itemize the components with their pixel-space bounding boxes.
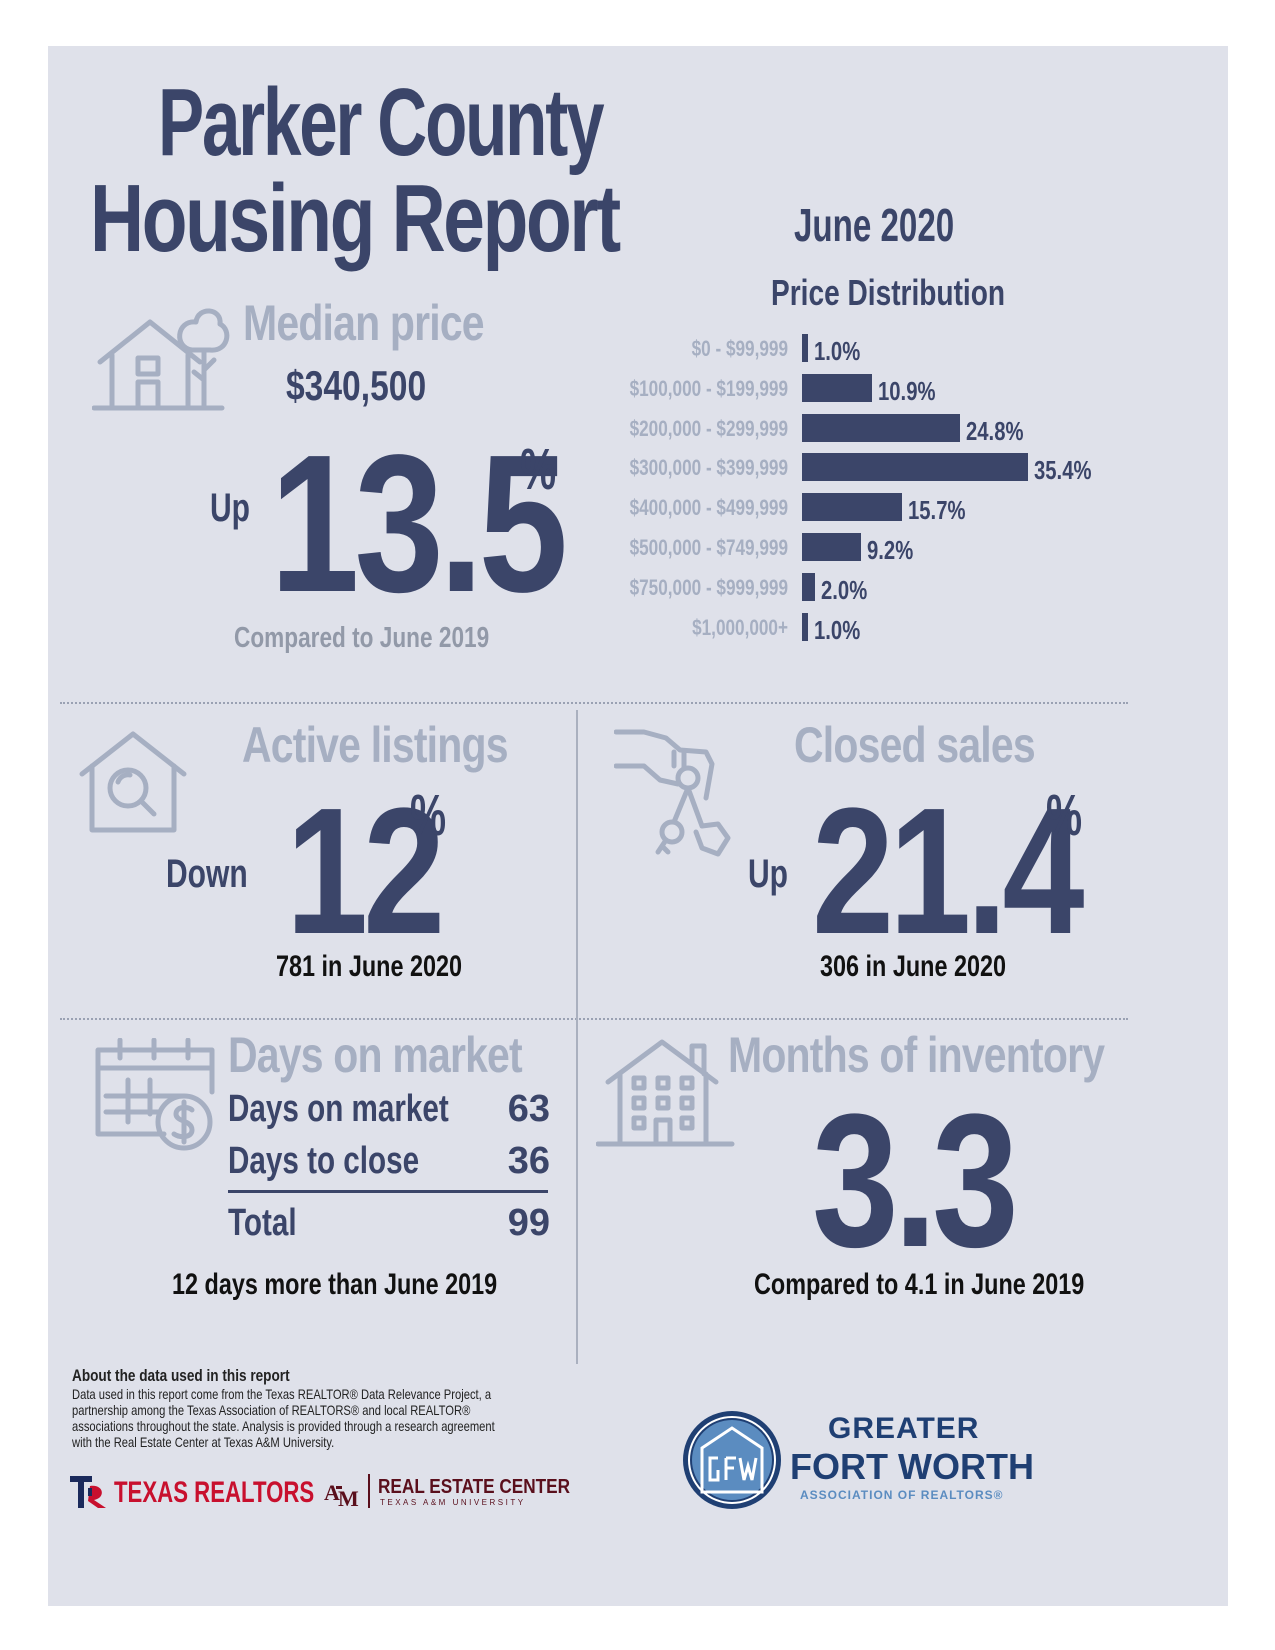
dom-row-label: Days to close bbox=[228, 1140, 420, 1182]
dom-total-value: 99 bbox=[507, 1202, 550, 1244]
about-line: associations throughout the state. Analy… bbox=[72, 1418, 495, 1434]
chart-value-label: 9.2% bbox=[866, 535, 913, 565]
gfw-emblem-icon bbox=[683, 1411, 781, 1509]
about-line: Data used in this report come from the T… bbox=[72, 1386, 492, 1402]
chart-category-label-wrap: $0 - $99,999 bbox=[562, 334, 802, 364]
chart-category-label: $1,000,000+ bbox=[692, 614, 788, 640]
closed-direction: Up bbox=[748, 852, 788, 896]
median-compare: Compared to June 2019 bbox=[234, 622, 490, 654]
chart-category-label: $200,000 - $299,999 bbox=[629, 415, 788, 441]
rec-divider bbox=[368, 1474, 370, 1508]
active-sub: 781 in June 2020 bbox=[276, 950, 463, 983]
months-inventory-value: 3.3 bbox=[812, 1075, 1019, 1287]
days-on-market-table: Days on market 63 Days to close 36 Total… bbox=[228, 1088, 550, 1298]
calendar-dollar-icon bbox=[95, 1038, 215, 1151]
dom-row-label: Days on market bbox=[228, 1088, 449, 1130]
chart-value-label: 10.9% bbox=[877, 375, 936, 406]
dom-total-label: Total bbox=[228, 1202, 297, 1244]
about-line: partnership among the Texas Association … bbox=[72, 1402, 471, 1418]
dom-row-days-on-market: Days on market 63 bbox=[228, 1088, 568, 1131]
title-line-1: Parker County bbox=[158, 69, 605, 176]
dom-row-value: 36 bbox=[507, 1140, 550, 1182]
chart-value-label: 1.0% bbox=[814, 614, 861, 645]
house-search-icon bbox=[79, 731, 187, 833]
median-pct-sign: % bbox=[520, 437, 557, 502]
chart-bar bbox=[802, 453, 1028, 482]
texas-realtors-logo: TEXAS REALTORS bbox=[70, 1474, 320, 1512]
chart-value-label: 35.4% bbox=[1034, 455, 1092, 486]
dom-row-value: 63 bbox=[507, 1088, 550, 1130]
median-change-value: 13.5 bbox=[270, 414, 568, 633]
chart-category-label: $750,000 - $999,999 bbox=[629, 574, 788, 600]
chart-value-label: 15.7% bbox=[908, 495, 966, 526]
chart-bar bbox=[802, 373, 872, 402]
hand-keys-icon bbox=[614, 729, 731, 857]
chart-category-label: $300,000 - $399,999 bbox=[629, 455, 788, 481]
report-card: Parker County Housing Report June 2020 M… bbox=[48, 46, 1228, 1606]
divider-horizontal-top bbox=[60, 702, 1128, 704]
title-line-2: Housing Report bbox=[90, 165, 621, 272]
days-on-market-heading: Days on market bbox=[228, 1027, 523, 1083]
dom-total-rule bbox=[228, 1190, 548, 1193]
chart-category-label: $400,000 - $499,999 bbox=[629, 495, 788, 521]
active-listings-heading: Active listings bbox=[242, 717, 508, 773]
house-tree-icon bbox=[92, 308, 230, 411]
closed-pct-sign: % bbox=[1046, 783, 1083, 848]
rec-main-text: REAL ESTATE CENTER bbox=[378, 1476, 571, 1498]
months-inventory-heading: Months of inventory bbox=[728, 1027, 1105, 1083]
median-direction: Up bbox=[210, 486, 250, 530]
closed-sub: 306 in June 2020 bbox=[820, 950, 1007, 983]
chart-category-label-wrap: $1,000,000+ bbox=[562, 613, 802, 643]
median-price-heading: Median price bbox=[243, 295, 485, 351]
chart-category-label-wrap: $400,000 - $499,999 bbox=[562, 493, 802, 523]
gfw-logo: GREATER FORT WORTH ASSOCIATION OF REALTO… bbox=[680, 1408, 1060, 1518]
rec-sub-text: TEXAS A&M UNIVERSITY bbox=[380, 1498, 526, 1507]
about-block: About the data used in this report Data … bbox=[72, 1366, 568, 1450]
chart-category-label-wrap: $500,000 - $749,999 bbox=[562, 533, 802, 563]
apartment-building-icon bbox=[596, 1039, 735, 1147]
chart-value-label: 2.0% bbox=[820, 574, 867, 605]
divider-vertical bbox=[576, 710, 578, 1364]
about-title: About the data used in this report bbox=[72, 1366, 290, 1385]
svg-text:M: M bbox=[338, 1486, 359, 1510]
real-estate-center-logo: A M REAL ESTATE CENTER TEXAS A&M UNIVERS… bbox=[322, 1472, 582, 1514]
chart-value-label: 1.0% bbox=[814, 336, 861, 366]
chart-category-label: $500,000 - $749,999 bbox=[629, 535, 788, 560]
chart-category-label-wrap: $200,000 - $299,999 bbox=[562, 414, 802, 444]
chart-bar bbox=[802, 612, 809, 641]
divider-horizontal-middle bbox=[60, 1018, 1128, 1020]
chart-category-label-wrap: $300,000 - $399,999 bbox=[562, 453, 802, 483]
chart-category-label: $100,000 - $199,999 bbox=[629, 375, 788, 401]
chart-bar bbox=[802, 334, 809, 362]
gfw-line-3: ASSOCIATION OF REALTORS® bbox=[800, 1488, 1004, 1502]
about-line: with the Real Estate Center at Texas A&M… bbox=[72, 1434, 335, 1450]
closed-sales-heading: Closed sales bbox=[794, 717, 1036, 773]
chart-value-label: 24.8% bbox=[966, 415, 1024, 446]
active-change-value: 12 bbox=[286, 771, 445, 972]
inventory-sub: Compared to 4.1 in June 2019 bbox=[754, 1268, 1085, 1301]
price-distribution-chart: $0 - $99,999 1.0% $100,000 - $199,999 10.9%… bbox=[630, 334, 1222, 654]
chart-bar bbox=[802, 413, 961, 442]
median-price-value: $340,500 bbox=[286, 362, 427, 409]
chart-category-label: $0 - $99,999 bbox=[691, 336, 788, 361]
texas-realtors-text: TEXAS REALTORS bbox=[114, 1476, 315, 1509]
active-direction: Down bbox=[166, 852, 248, 896]
gfw-line-1: GREATER bbox=[828, 1412, 980, 1445]
dom-row-days-to-close: Days to close 36 bbox=[228, 1140, 568, 1183]
atm-mark-icon: A M bbox=[324, 1480, 359, 1510]
active-pct-sign: % bbox=[410, 783, 447, 848]
chart-bar bbox=[802, 493, 903, 522]
chart-category-label-wrap: $750,000 - $999,999 bbox=[562, 573, 802, 603]
chart-bar bbox=[802, 533, 861, 561]
report-period: June 2020 bbox=[794, 199, 955, 251]
texas-realtors-mark-icon bbox=[70, 1476, 106, 1508]
gfw-line-2: FORT WORTH bbox=[790, 1446, 1034, 1487]
chart-category-label-wrap: $100,000 - $199,999 bbox=[562, 374, 802, 404]
chart-title: Price Distribution bbox=[771, 272, 1006, 313]
closed-change-value: 21.4 bbox=[812, 771, 1085, 972]
dom-row-total: Total 99 bbox=[228, 1202, 568, 1245]
dom-sub: 12 days more than June 2019 bbox=[172, 1268, 498, 1301]
chart-bar bbox=[802, 572, 815, 601]
